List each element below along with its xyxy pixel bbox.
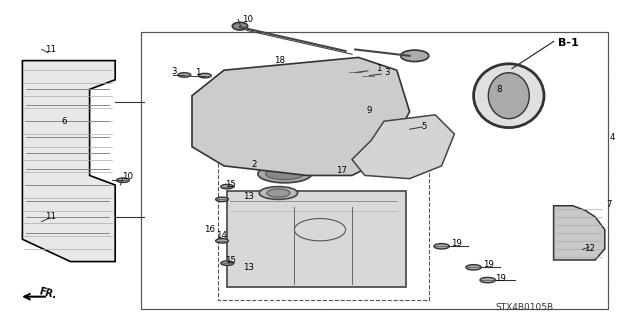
Bar	[141, 32, 608, 309]
Ellipse shape	[261, 85, 315, 112]
PathPatch shape	[192, 57, 410, 175]
Text: 2: 2	[252, 160, 257, 169]
Ellipse shape	[232, 22, 248, 30]
Text: 3: 3	[172, 67, 177, 76]
Text: 1: 1	[195, 68, 200, 77]
Ellipse shape	[227, 70, 349, 128]
Ellipse shape	[434, 244, 449, 249]
Bar	[227, 191, 406, 287]
Ellipse shape	[198, 73, 211, 78]
PathPatch shape	[22, 61, 115, 262]
Ellipse shape	[246, 78, 330, 120]
Text: 1: 1	[376, 64, 382, 73]
Ellipse shape	[575, 245, 590, 253]
Ellipse shape	[474, 64, 544, 128]
Text: 19: 19	[495, 274, 506, 283]
Ellipse shape	[259, 187, 298, 199]
Text: 5: 5	[421, 122, 427, 131]
Ellipse shape	[401, 50, 429, 62]
Text: 14: 14	[216, 231, 227, 240]
Text: 11: 11	[45, 212, 56, 221]
Ellipse shape	[466, 265, 481, 270]
Text: 18: 18	[274, 56, 285, 65]
Text: 10: 10	[242, 15, 253, 24]
Text: 6: 6	[61, 117, 67, 126]
Ellipse shape	[178, 73, 191, 77]
Text: 19: 19	[483, 260, 493, 269]
Bar	[141, 32, 608, 309]
Text: 12: 12	[584, 244, 595, 253]
Text: 3: 3	[385, 68, 390, 77]
Ellipse shape	[216, 239, 228, 243]
Text: 10: 10	[122, 172, 132, 181]
Text: STX4B0105B: STX4B0105B	[496, 303, 554, 312]
Ellipse shape	[349, 70, 362, 75]
Ellipse shape	[116, 178, 129, 182]
Text: 9: 9	[366, 106, 371, 115]
Text: 15: 15	[225, 180, 236, 189]
Ellipse shape	[267, 189, 290, 197]
Ellipse shape	[352, 114, 397, 131]
Text: 13: 13	[243, 263, 254, 272]
Ellipse shape	[488, 73, 529, 119]
Text: 8: 8	[497, 85, 502, 94]
Text: 7: 7	[606, 200, 612, 209]
Text: 11: 11	[45, 45, 56, 54]
Text: 15: 15	[225, 256, 236, 265]
Text: 19: 19	[451, 239, 462, 248]
Text: B-1: B-1	[558, 38, 579, 48]
Ellipse shape	[362, 73, 374, 78]
Ellipse shape	[266, 168, 304, 180]
Ellipse shape	[221, 184, 234, 189]
PathPatch shape	[352, 115, 454, 179]
Text: 16: 16	[204, 225, 214, 234]
Text: 4: 4	[610, 133, 616, 142]
Text: 13: 13	[243, 192, 254, 201]
Ellipse shape	[221, 261, 234, 265]
Ellipse shape	[258, 165, 312, 183]
Ellipse shape	[216, 197, 228, 202]
Ellipse shape	[480, 278, 495, 283]
Text: FR.: FR.	[37, 286, 57, 300]
Bar	[218, 160, 429, 300]
PathPatch shape	[554, 206, 605, 260]
Text: 17: 17	[336, 166, 347, 175]
